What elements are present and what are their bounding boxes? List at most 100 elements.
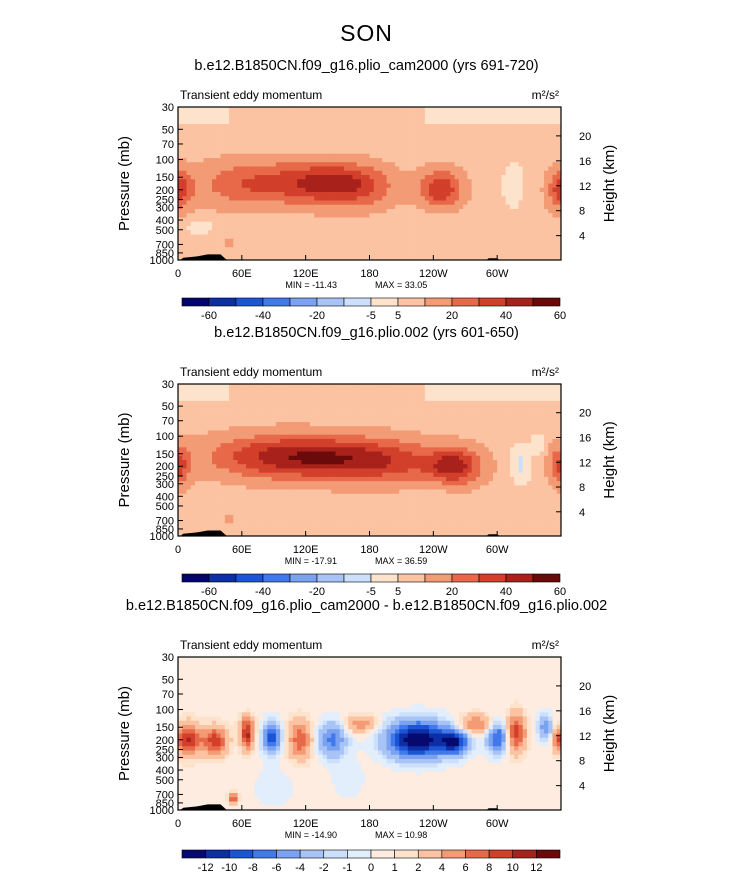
heatmap-cell xyxy=(556,115,562,121)
heatmap-cell xyxy=(195,107,200,112)
heatmap-cell xyxy=(343,434,349,440)
heatmap-cell xyxy=(356,136,362,142)
heatmap-cell xyxy=(229,107,234,112)
heatmap-cell xyxy=(412,162,417,167)
heatmap-cell xyxy=(292,434,298,440)
heatmap-cell xyxy=(556,409,562,414)
heatmap-cell xyxy=(463,115,468,121)
heatmap-cell xyxy=(343,217,349,223)
colorbar-swatch xyxy=(289,297,318,307)
heatmap-cell xyxy=(258,136,264,142)
heatmap-cell xyxy=(480,187,485,193)
heatmap-cell xyxy=(467,451,473,457)
heatmap-cell xyxy=(263,132,268,138)
heatmap-cell xyxy=(292,107,298,112)
heatmap-cell xyxy=(237,413,243,419)
heatmap-cell xyxy=(241,119,247,125)
heatmap-cell xyxy=(484,243,490,248)
heatmap-cell xyxy=(297,447,302,452)
heatmap-cell xyxy=(458,234,464,240)
heatmap-cell xyxy=(407,166,413,172)
heatmap-cell xyxy=(526,388,532,393)
heatmap-cell xyxy=(309,153,315,159)
heatmap-cell xyxy=(190,392,196,398)
heatmap-cell xyxy=(297,166,302,172)
heatmap-cell xyxy=(424,422,430,427)
heatmap-cell xyxy=(190,153,196,159)
heatmap-cell xyxy=(505,136,511,142)
heatmap-cell xyxy=(356,413,362,419)
heatmap-cell xyxy=(275,451,281,457)
heatmap-cell xyxy=(488,255,494,261)
heatmap-cell xyxy=(263,115,268,121)
heatmap-cell xyxy=(322,221,328,227)
heatmap-cell xyxy=(356,209,362,214)
heatmap-cell xyxy=(258,384,264,389)
heatmap-cell xyxy=(480,400,485,406)
heatmap-cell xyxy=(412,158,417,163)
heatmap-cell xyxy=(267,124,273,129)
heatmap-cell xyxy=(556,209,562,214)
heatmap-cell xyxy=(412,166,417,172)
heatmap-cell xyxy=(348,447,353,452)
heatmap-cell xyxy=(433,170,438,176)
heatmap-cell xyxy=(301,430,307,436)
heatmap-cell xyxy=(241,230,247,235)
heatmap-cell xyxy=(526,422,532,427)
heatmap-cell xyxy=(548,158,553,163)
heatmap-cell xyxy=(182,426,187,431)
heatmap-cell xyxy=(254,153,260,159)
heatmap-cell xyxy=(339,455,345,461)
heatmap-cell xyxy=(454,187,460,193)
heatmap-cell xyxy=(395,405,400,410)
heatmap-cell xyxy=(556,255,562,261)
heatmap-cell xyxy=(288,107,294,112)
heatmap-cell xyxy=(539,400,545,406)
heatmap-cell xyxy=(395,192,400,197)
heatmap-cell xyxy=(250,119,255,125)
heatmap-cell xyxy=(518,438,524,444)
heatmap-cell xyxy=(178,438,183,444)
heatmap-cell xyxy=(297,153,302,159)
heatmap-cell xyxy=(271,153,277,159)
heatmap-cell xyxy=(475,162,481,167)
heatmap-cell xyxy=(331,119,336,125)
heatmap-cell xyxy=(378,388,383,393)
heatmap-cell xyxy=(416,409,421,414)
heatmap-cell xyxy=(488,434,494,440)
heatmap-cell xyxy=(433,388,438,393)
heatmap-cell xyxy=(216,400,221,406)
heatmap-cell xyxy=(331,392,336,398)
heatmap-cell xyxy=(318,217,324,223)
heatmap-cell xyxy=(526,434,532,440)
heatmap-cell xyxy=(322,183,328,189)
heatmap-cell xyxy=(182,209,187,214)
heatmap-cell xyxy=(292,443,298,448)
heatmap-cell xyxy=(420,434,426,440)
heatmap-cell xyxy=(301,221,307,227)
heatmap-cell xyxy=(395,251,400,257)
heatmap-cell xyxy=(467,115,473,121)
heatmap-cell xyxy=(263,153,268,159)
heatmap-cell xyxy=(382,230,387,235)
heatmap-cell xyxy=(365,409,370,414)
heatmap-cell xyxy=(233,255,238,261)
heatmap-cell xyxy=(356,230,362,235)
heatmap-cell xyxy=(322,426,328,431)
heatmap-cell xyxy=(331,221,336,227)
heatmap-cell xyxy=(352,434,358,440)
heatmap-cell xyxy=(492,145,498,150)
heatmap-cell xyxy=(450,238,456,244)
heatmap-cell xyxy=(475,247,481,252)
heatmap-cell xyxy=(335,187,341,193)
heatmap-cell xyxy=(552,183,558,189)
heatmap-cell xyxy=(301,170,307,176)
heatmap-cell xyxy=(250,136,255,142)
heatmap-cell xyxy=(263,187,268,193)
heatmap-cell xyxy=(403,388,409,393)
heatmap-cell xyxy=(254,396,260,402)
heatmap-cell xyxy=(254,187,260,193)
heatmap-cell xyxy=(407,226,413,231)
heatmap-cell xyxy=(301,455,307,461)
heatmap-cell xyxy=(399,392,404,398)
